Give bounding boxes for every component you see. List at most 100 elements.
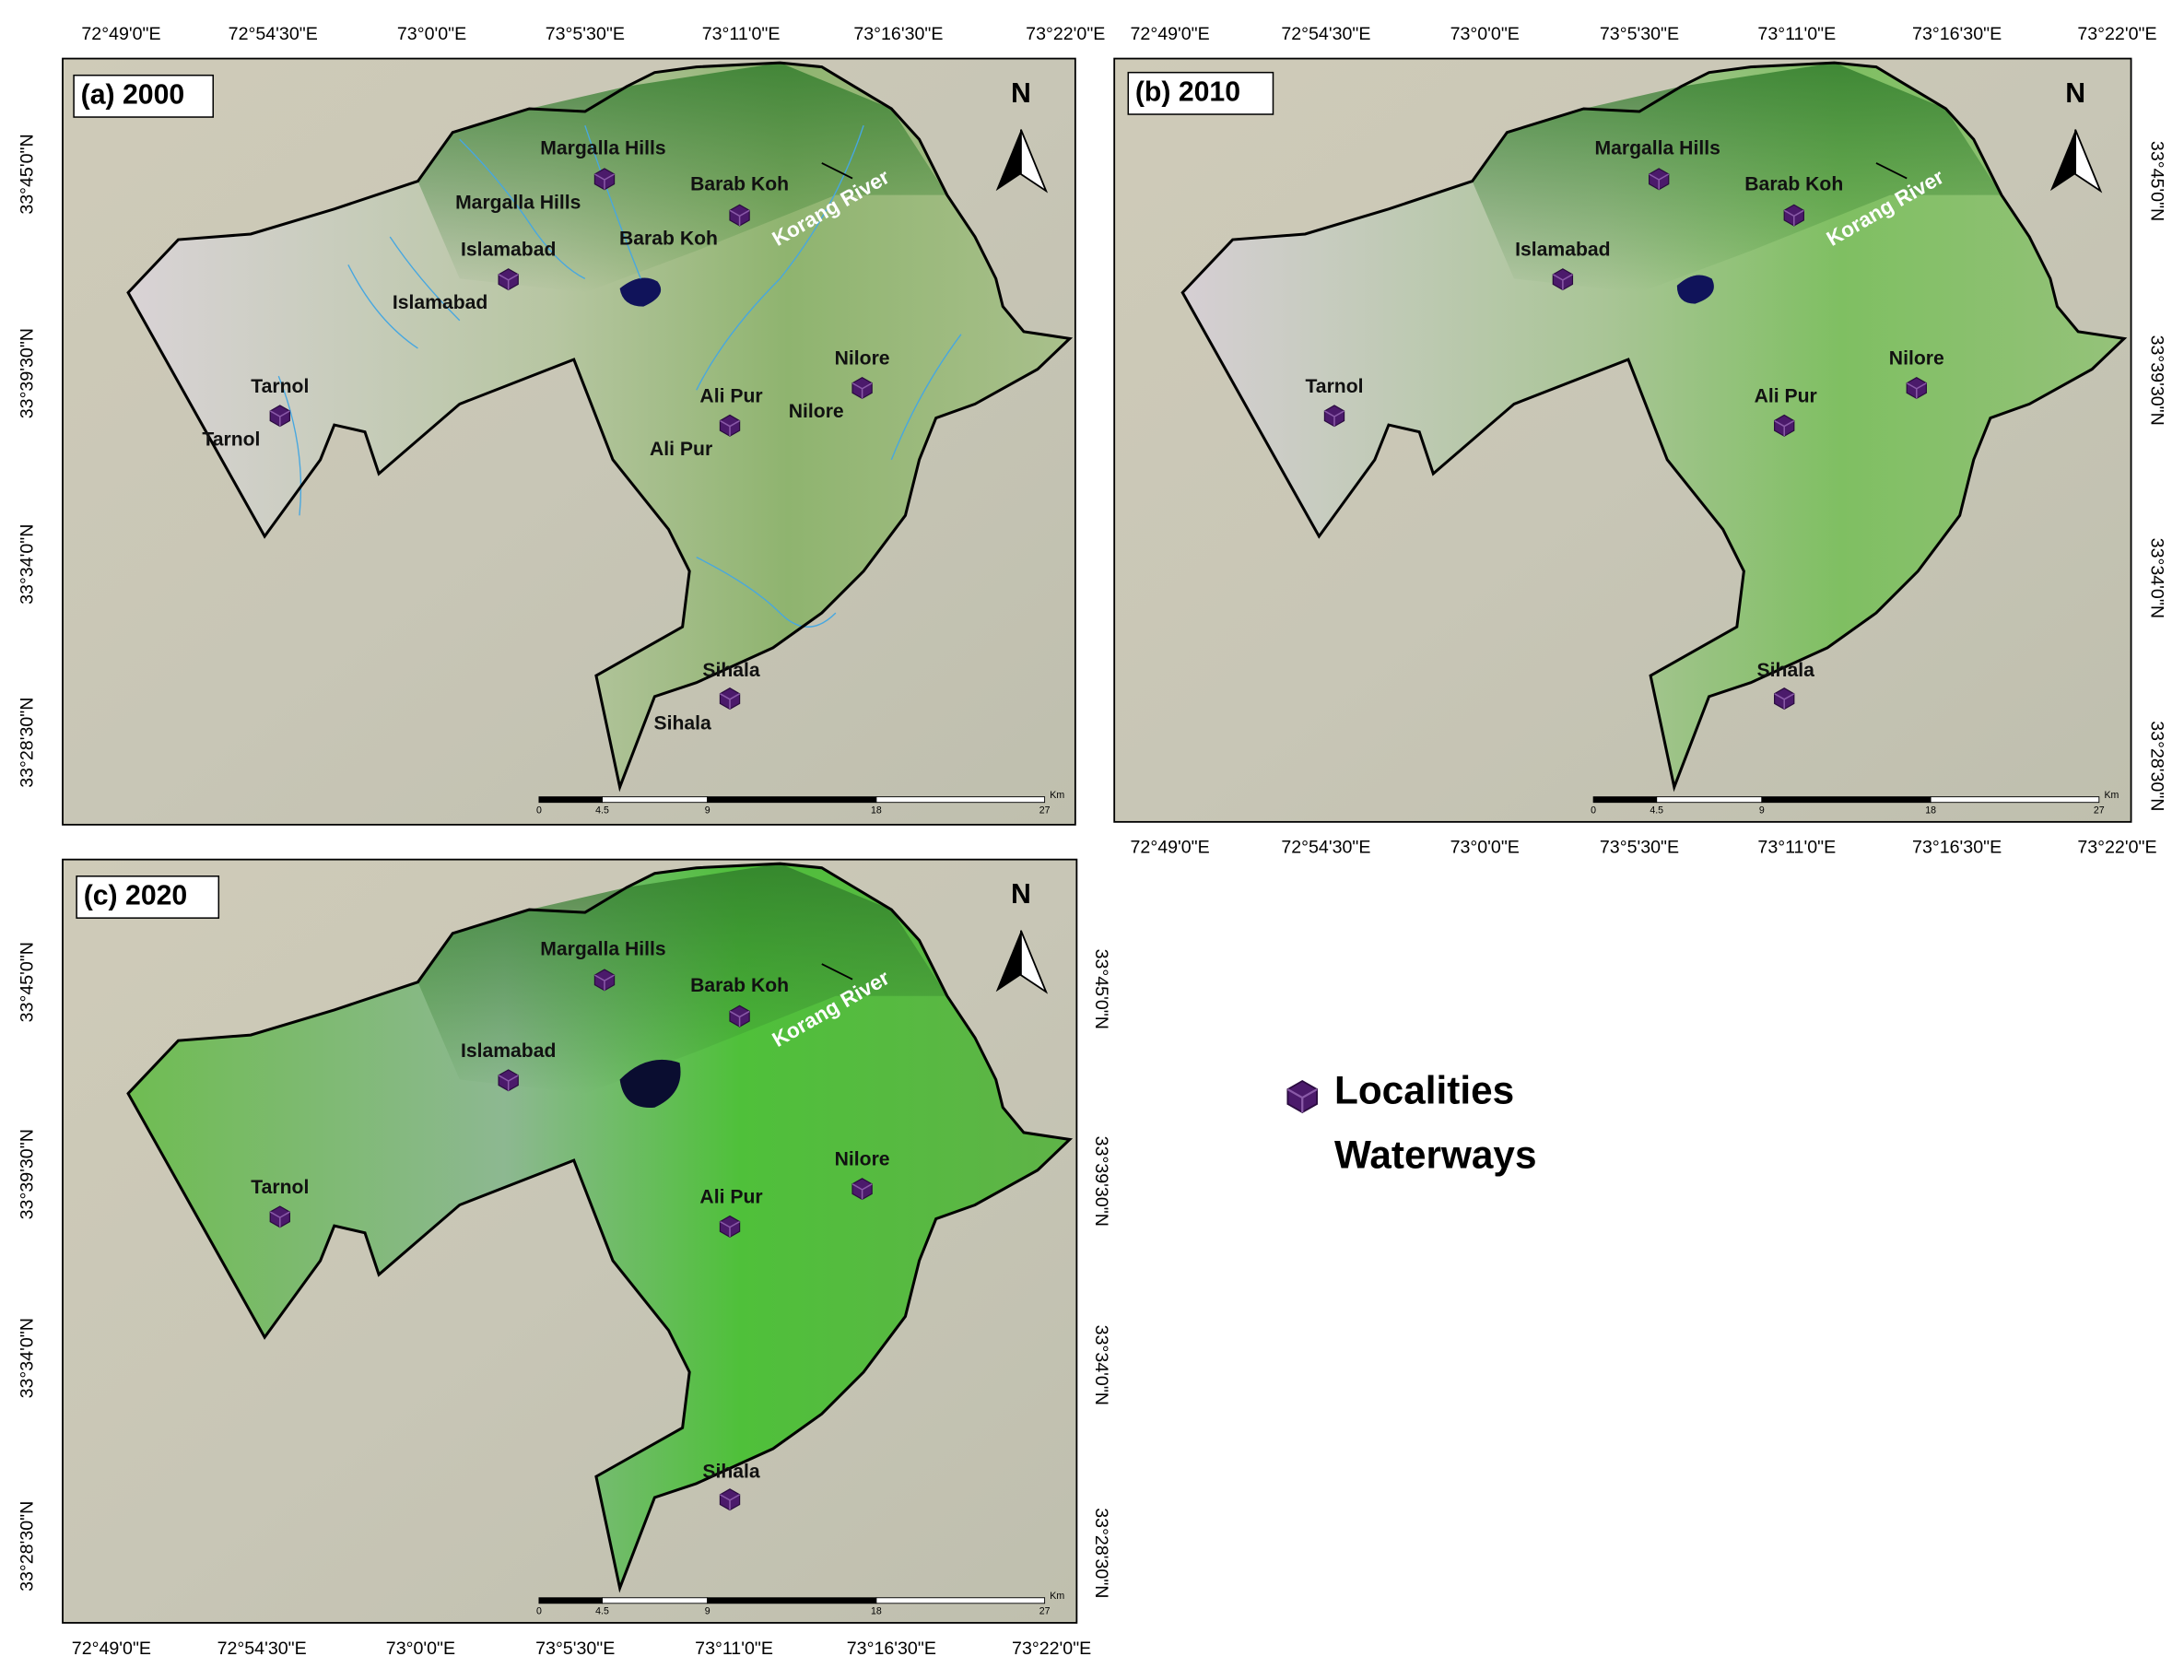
latitude-label: 33°34'0"N (2147, 538, 2167, 618)
latitude-label: 33°45'0"N (17, 134, 37, 214)
north-label: N (1011, 78, 1031, 109)
longitude-label: 73°22'0"E (2077, 838, 2156, 858)
river-arrow (821, 162, 853, 180)
scale-bar-segment (875, 796, 1046, 804)
panel-labels: (c) 2020 72°49'0"E 72°54'30"E 73°0'0"E 73°5'… (17, 879, 1110, 1659)
scale-bar-segment (875, 1597, 1046, 1604)
latitude-label: 33°34'0"N (17, 524, 37, 605)
longitude-label: 73°11'0"E (1757, 24, 1836, 44)
longitude-label: 73°0'0"E (397, 24, 466, 44)
place-label: Sihala (702, 1461, 760, 1482)
longitude-label: 73°16'30"E (1912, 24, 2002, 44)
scale-label: 27 (1039, 1606, 1051, 1617)
scale-bar-segment (1930, 796, 2100, 804)
longitude-label: 73°0'0"E (1450, 838, 1520, 858)
longitude-label: 73°5'30"E (535, 1639, 615, 1659)
scale-bar-segment (1656, 796, 1763, 804)
longitude-label: 73°16'30"E (853, 24, 943, 44)
place-label: Margalla Hills (455, 192, 581, 213)
scale-unit: Km (2104, 790, 2119, 801)
place-label: Ali Pur (699, 1187, 762, 1208)
scale-bar-segment (602, 1597, 709, 1604)
title-box (1127, 71, 1274, 115)
river-arrow (821, 963, 853, 981)
place-label: Barab Koh (619, 229, 718, 250)
legend-marker (1286, 1079, 1319, 1114)
scale-label: 0 (536, 1606, 542, 1617)
scale-bar-segment (1761, 796, 1932, 804)
place-label: Barab Koh (690, 975, 789, 996)
latitude-label: 33°34'0"N (1091, 1325, 1111, 1405)
lake (619, 277, 662, 307)
scale-label: 27 (2094, 805, 2105, 817)
longitude-label: 73°16'30"E (1912, 838, 2002, 858)
longitude-label: 73°0'0"E (1450, 24, 1520, 44)
place-label: Sihala (653, 713, 711, 734)
title-box (76, 875, 220, 919)
scale-label: 18 (871, 805, 882, 817)
north-label: N (2065, 78, 2085, 109)
longitude-label: 72°54'30"E (1281, 24, 1370, 44)
longitude-label: 73°5'30"E (1600, 24, 1679, 44)
place-label: Barab Koh (1744, 174, 1843, 195)
scale-label: 9 (705, 805, 710, 817)
hills (417, 863, 947, 1094)
scale-label: 9 (705, 1606, 710, 1617)
latitude-label: 33°45'0"N (2147, 141, 2167, 221)
legend (1286, 1079, 1319, 1114)
longitude-label: 72°54'30"E (1281, 838, 1370, 858)
scale-label: 18 (1925, 805, 1936, 817)
latitude-label: 33°45'0"N (1091, 949, 1111, 1029)
place-label: Margalla Hills (1594, 137, 1720, 159)
latitude-label: 33°28'30"N (2147, 721, 2167, 811)
place-label: Islamabad (461, 1040, 556, 1062)
scale-label: 27 (1039, 805, 1051, 817)
place-label: Nilore (789, 401, 844, 422)
longitude-label: 72°49'0"E (1131, 838, 1210, 858)
place-label: Islamabad (461, 240, 556, 261)
scale-unit: Km (1050, 790, 1064, 801)
latitude-label: 33°39'30"N (17, 328, 37, 418)
longitude-label: 72°49'0"E (81, 24, 160, 44)
place-label: Tarnol (251, 1177, 309, 1198)
scale-bar-segment (1592, 796, 1658, 804)
river-arrow (1875, 162, 1908, 180)
longitude-label: 73°22'0"E (1012, 1639, 1091, 1659)
longitude-label: 72°54'30"E (217, 1639, 307, 1659)
scale-label: 18 (871, 1606, 882, 1617)
panel-b (1113, 57, 2132, 823)
place-label: Sihala (1757, 660, 1815, 681)
scale-bar-segment (707, 796, 877, 804)
panel-title: (a) 2000 (81, 79, 185, 110)
latitude-label: 33°39'30"N (1091, 1136, 1111, 1227)
longitude-label: 73°22'0"E (2077, 24, 2156, 44)
legend-label: Localities (1334, 1069, 1514, 1112)
latitude-label: 33°39'30"N (2147, 335, 2167, 426)
waterways (277, 124, 962, 628)
latitude-label: 33°28'30"N (17, 698, 37, 788)
place-label: Ali Pur (1755, 385, 1817, 406)
place-label: Tarnol (1305, 376, 1363, 397)
scale-bar-segment (602, 796, 709, 804)
north-label: N (1011, 879, 1031, 910)
place-label: Margalla Hills (540, 137, 665, 159)
panel-title: (b) 2010 (1135, 76, 1240, 107)
scale-bar-segment (538, 1597, 603, 1604)
longitude-label: 73°16'30"E (847, 1639, 936, 1659)
lake (619, 1059, 681, 1108)
place-label: Ali Pur (650, 439, 712, 460)
scale-label: 4.5 (595, 1606, 609, 1617)
place-label: Nilore (835, 348, 890, 370)
place-label: Ali Pur (699, 385, 762, 406)
place-label: Nilore (1889, 348, 1944, 370)
lake (1676, 275, 1714, 304)
place-label: Barab Koh (690, 174, 789, 195)
latitude-label: 33°39'30"N (17, 1129, 37, 1219)
latitude-label: 33°34'0"N (17, 1318, 37, 1398)
hills (1472, 63, 2002, 293)
place-label: Nilore (835, 1149, 890, 1170)
longitude-label: 73°11'0"E (702, 24, 781, 44)
legend-label: Waterways (1334, 1133, 1537, 1176)
longitude-label: 73°11'0"E (1757, 838, 1836, 858)
